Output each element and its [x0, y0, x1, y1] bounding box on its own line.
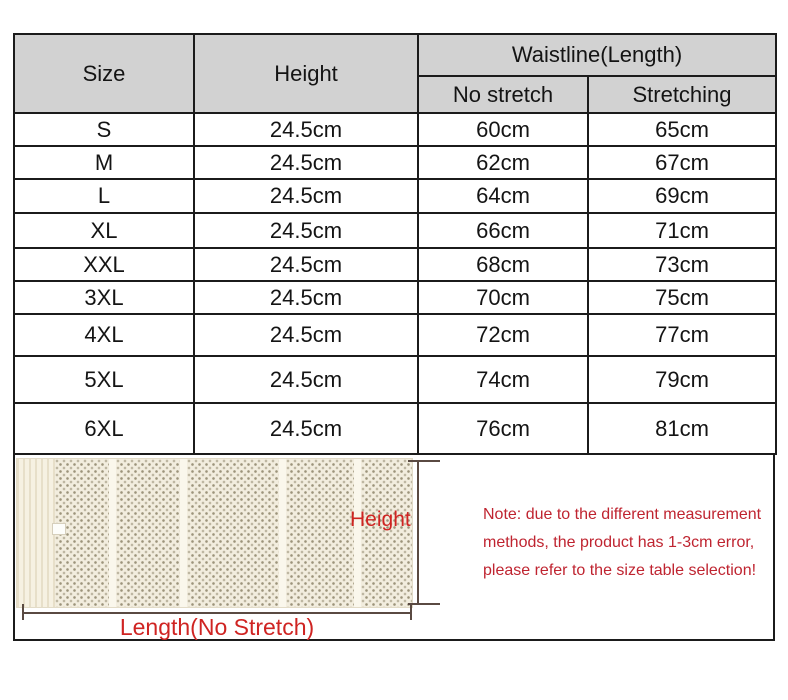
- column-header-stretching: Stretching: [587, 75, 777, 114]
- stretching-cell: 67cm: [587, 145, 777, 180]
- note-line: please refer to the size table selection…: [483, 562, 757, 579]
- table-row: 6XL 24.5cm 76cm 81cm: [13, 402, 777, 455]
- no-stretch-cell: 64cm: [417, 178, 589, 214]
- table-row: L 24.5cm 64cm 69cm: [13, 178, 777, 214]
- table-row: XL 24.5cm 66cm 71cm: [13, 212, 777, 249]
- no-stretch-cell: 62cm: [417, 145, 589, 180]
- size-cell: 4XL: [13, 313, 195, 357]
- stretching-cell: 73cm: [587, 247, 777, 282]
- table-header: Size Height Waistline(Length) No stretch…: [13, 33, 777, 114]
- belt-panel: [116, 459, 180, 607]
- no-stretch-cell: 74cm: [417, 355, 589, 404]
- belt-seam: [354, 459, 361, 607]
- belt-seam: [109, 459, 116, 607]
- no-stretch-cell: 76cm: [417, 402, 589, 455]
- size-cell: S: [13, 112, 195, 147]
- length-dimension-tick-right: [410, 604, 412, 620]
- height-cell: 24.5cm: [193, 178, 419, 214]
- size-cell: 3XL: [13, 280, 195, 315]
- belt-elastic-strip: [17, 459, 55, 607]
- header-row-top: Size Height Waistline(Length): [13, 33, 777, 114]
- length-dimension-tick-left: [22, 604, 24, 620]
- stretching-cell: 75cm: [587, 280, 777, 315]
- stretching-cell: 71cm: [587, 212, 777, 249]
- stretching-cell: 79cm: [587, 355, 777, 404]
- size-cell: 5XL: [13, 355, 195, 404]
- height-dimension-cap-top: [408, 460, 440, 462]
- stretching-cell: 69cm: [587, 178, 777, 214]
- table-body: S 24.5cm 60cm 65cm M 24.5cm 62cm 67cm L …: [13, 112, 777, 455]
- table-row: S 24.5cm 60cm 65cm: [13, 112, 777, 147]
- column-header-height: Height: [193, 33, 419, 114]
- column-header-no-stretch: No stretch: [417, 75, 589, 114]
- height-cell: 24.5cm: [193, 112, 419, 147]
- belt-panel: [187, 459, 279, 607]
- table-row: 4XL 24.5cm 72cm 77cm: [13, 313, 777, 357]
- belt-panel: [361, 459, 412, 607]
- belt-panel: [286, 459, 354, 607]
- belt-seam: [279, 459, 286, 607]
- size-cell: M: [13, 145, 195, 180]
- height-cell: 24.5cm: [193, 355, 419, 404]
- stretching-cell: 77cm: [587, 313, 777, 357]
- height-dimension-cap-bottom: [408, 603, 440, 605]
- table-row: 3XL 24.5cm 70cm 75cm: [13, 280, 777, 315]
- no-stretch-cell: 70cm: [417, 280, 589, 315]
- belt-product-image: [16, 458, 413, 608]
- table-row: 5XL 24.5cm 74cm 79cm: [13, 355, 777, 404]
- size-chart-table: Size Height Waistline(Length) No stretch…: [13, 33, 777, 455]
- size-cell: XL: [13, 212, 195, 249]
- belt-care-tag: [52, 523, 66, 535]
- table-row: XXL 24.5cm 68cm 73cm: [13, 247, 777, 282]
- table-row: M 24.5cm 62cm 67cm: [13, 145, 777, 180]
- stretching-cell: 65cm: [587, 112, 777, 147]
- size-cell: XXL: [13, 247, 195, 282]
- height-cell: 24.5cm: [193, 313, 419, 357]
- stretching-cell: 81cm: [587, 402, 777, 455]
- height-dimension-line: [417, 460, 419, 605]
- no-stretch-cell: 66cm: [417, 212, 589, 249]
- height-cell: 24.5cm: [193, 280, 419, 315]
- height-cell: 24.5cm: [193, 247, 419, 282]
- size-cell: 6XL: [13, 402, 195, 455]
- measurement-diagram-panel: Height Length(No Stretch) Note: due to t…: [13, 455, 775, 641]
- no-stretch-cell: 68cm: [417, 247, 589, 282]
- height-cell: 24.5cm: [193, 402, 419, 455]
- length-dimension-label: Length(No Stretch): [119, 614, 315, 640]
- no-stretch-cell: 60cm: [417, 112, 589, 147]
- note-line: Note: due to the different measurement: [483, 506, 762, 523]
- header-row-sub: No stretch Stretching: [14, 75, 777, 114]
- column-header-waistline: Waistline(Length): [417, 33, 777, 77]
- column-header-size: Size: [13, 33, 195, 114]
- length-dimension-line: [22, 612, 412, 614]
- belt-seam: [180, 459, 187, 607]
- note-line: methods, the product has 1-3cm error,: [483, 534, 755, 551]
- measurement-note: Note: due to the different measurement m…: [483, 501, 775, 585]
- height-cell: 24.5cm: [193, 145, 419, 180]
- height-cell: 24.5cm: [193, 212, 419, 249]
- size-cell: L: [13, 178, 195, 214]
- height-dimension-label: Height: [350, 508, 411, 531]
- no-stretch-cell: 72cm: [417, 313, 589, 357]
